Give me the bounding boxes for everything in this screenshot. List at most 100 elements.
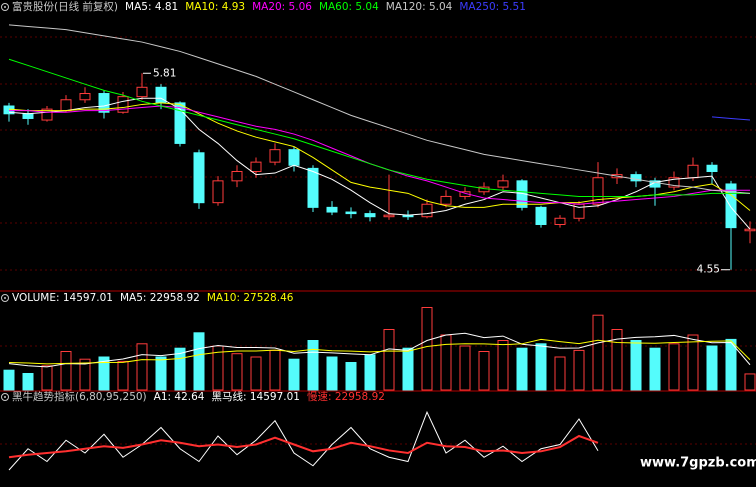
candle-body [41, 108, 53, 121]
candle-body [307, 167, 319, 208]
legend-entry: MA250: 5.51 [459, 1, 526, 13]
candle-body [687, 164, 699, 179]
volume-bar [554, 356, 566, 391]
volume-bar [326, 356, 338, 391]
volume-bar [307, 340, 319, 391]
candle-body [649, 180, 661, 188]
chart-title: 富贵股份(日线 前复权) [12, 0, 118, 13]
volume-bar [174, 347, 186, 391]
candle-body [79, 93, 91, 101]
legend-entry: MA5: 22958.92 [120, 292, 200, 304]
volume-bar [136, 343, 148, 391]
candle-body [98, 93, 110, 113]
legend-entry: MA10: 4.93 [185, 1, 245, 13]
panel-icon [1, 294, 9, 302]
volume-bar [516, 347, 528, 391]
volume-bar [3, 369, 15, 391]
volume-bar [231, 353, 243, 391]
candle-body [706, 164, 718, 172]
candle-body [174, 102, 186, 144]
rules [0, 36, 756, 445]
chart-title: 黑牛趋势指标(6,80,95,250) [12, 390, 147, 403]
volume-bar [22, 373, 34, 391]
volume-bar [41, 365, 53, 391]
candle-body [383, 214, 395, 218]
volume-bar [611, 329, 623, 391]
candle-body [725, 183, 737, 229]
legend-entry: MA20: 5.06 [252, 1, 312, 13]
legend-entry: MA5: 4.81 [125, 1, 178, 13]
volume-bar [592, 314, 604, 391]
candle-body [136, 86, 148, 98]
legend-entry: 慢速: 22958.92 [307, 391, 385, 403]
candle-body [193, 152, 205, 204]
candle-body [269, 149, 281, 163]
candle-body [554, 217, 566, 226]
volume-bar [383, 329, 395, 391]
volume-bar [155, 356, 167, 391]
candle-body [250, 161, 262, 172]
line [8, 434, 599, 459]
volume-bar [535, 343, 547, 391]
candle-body [535, 206, 547, 226]
panel-icon [4, 396, 6, 398]
line [8, 102, 751, 211]
volume-bar [668, 343, 680, 391]
panel-icon [4, 297, 6, 299]
legend-entry: MA60: 5.04 [319, 1, 379, 13]
volume-bar [288, 358, 300, 391]
candle-body [592, 177, 604, 205]
candle-body [288, 149, 300, 166]
volume-bar [269, 349, 281, 391]
volume-bar [497, 340, 509, 391]
candle-body [117, 96, 129, 113]
volume-bar [706, 345, 718, 391]
volume-bar [98, 356, 110, 391]
volume-bar [364, 354, 376, 391]
volume-bar [79, 358, 91, 391]
candle-body [231, 170, 243, 182]
volume-bar [250, 356, 262, 391]
candle-body [421, 203, 433, 218]
candle-body [345, 211, 357, 215]
candle-body [630, 174, 642, 182]
candle-body [440, 195, 452, 205]
volume-bar [725, 338, 737, 391]
annotation: 5.81 [153, 67, 176, 79]
candle-body [744, 228, 756, 232]
candle-body [22, 113, 34, 119]
annotation: 4.55 [697, 264, 720, 276]
volume-bar [345, 362, 357, 391]
legend-entry: MA10: 27528.46 [207, 292, 294, 304]
line [8, 97, 751, 230]
line [711, 116, 751, 121]
line [8, 24, 751, 194]
panel-icon [1, 3, 9, 11]
candle-body [212, 180, 224, 204]
legend-entry: MA120: 5.04 [386, 1, 453, 13]
volume-bar [421, 307, 433, 391]
legend-entry: VOLUME: 14597.01 [12, 292, 113, 304]
volume-bar [193, 332, 205, 391]
legend-entry: 黑马线: 14597.01 [211, 390, 299, 403]
panel-icon [4, 6, 6, 8]
volume-bar [478, 351, 490, 391]
volume-bar [440, 334, 452, 391]
line [8, 338, 751, 365]
candle-body [364, 213, 376, 218]
watermark: www.7gpzb.com [640, 456, 756, 471]
volume-bar [459, 345, 471, 391]
candle-body [326, 206, 338, 213]
volume-bar [117, 360, 129, 391]
volume-bar [630, 340, 642, 391]
volume-bar [402, 347, 414, 391]
volume-bar [60, 351, 72, 391]
candle-body [668, 177, 680, 188]
line [8, 410, 599, 471]
volume-bar [687, 334, 699, 391]
volume-bar [649, 347, 661, 391]
volume-bar [573, 349, 585, 391]
